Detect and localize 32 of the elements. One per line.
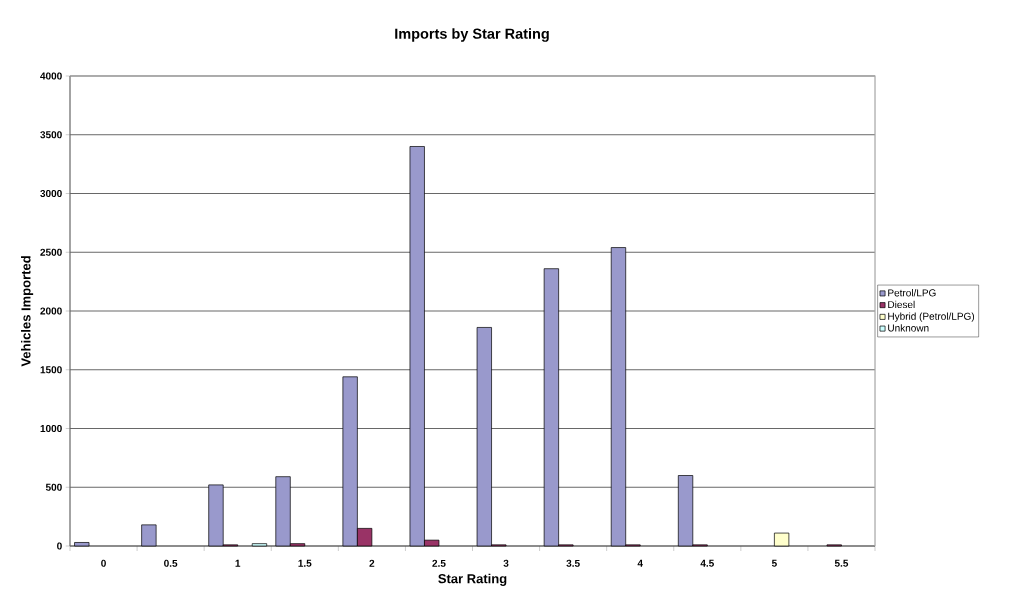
x-tick-label: 0 <box>101 559 106 567</box>
y-tick-label: 1000 <box>40 424 62 433</box>
x-tick-label: 2 <box>369 559 375 567</box>
bar <box>251 543 268 547</box>
legend-label: Petrol/LPG <box>888 289 936 297</box>
x-axis-title: Star Rating <box>438 573 507 586</box>
x-tick-label: 5.5 <box>834 559 849 567</box>
x-tick-label: 4.5 <box>700 559 714 567</box>
chart-title: Imports by Star Rating <box>395 28 549 42</box>
y-tick-label: 500 <box>45 483 62 491</box>
y-tick-label: 2000 <box>40 307 62 315</box>
y-tick-label: 1500 <box>40 366 62 374</box>
y-tick-label: 4000 <box>40 72 62 80</box>
y-tick-label: 3000 <box>40 189 62 198</box>
x-tick-label: 4 <box>637 559 643 567</box>
x-tick-label: 3.5 <box>566 559 580 567</box>
x-tick-label: 2.5 <box>432 559 446 567</box>
bar <box>141 524 157 547</box>
legend-label: Unknown <box>888 324 929 332</box>
y-tick-label: 3500 <box>40 131 62 139</box>
bar <box>74 542 90 547</box>
x-tick-label: 3 <box>503 559 509 567</box>
legend-label: Hybrid (Petrol/LPG) <box>888 312 975 322</box>
x-tick-label: 5 <box>771 559 777 567</box>
y-tick-label: 0 <box>57 542 62 550</box>
x-tick-label: 1 <box>235 559 241 567</box>
x-tick-label: 0.5 <box>164 559 178 567</box>
bar <box>774 532 790 547</box>
y-tick-label: 2500 <box>40 248 62 256</box>
y-axis-title: Vehicles Imported <box>21 256 34 367</box>
x-tick-label: 1.5 <box>298 559 312 567</box>
legend-label: Diesel <box>888 300 915 309</box>
